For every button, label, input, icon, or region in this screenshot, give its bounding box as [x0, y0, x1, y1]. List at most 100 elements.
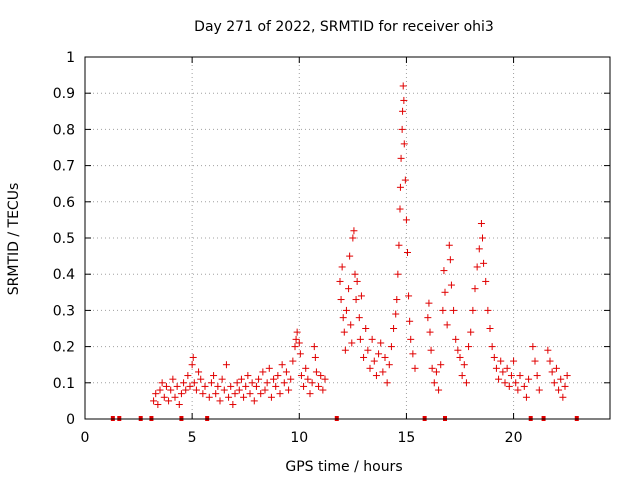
data-point — [240, 393, 248, 401]
data-point — [407, 335, 415, 343]
data-point — [355, 314, 363, 322]
data-point — [525, 375, 533, 383]
data-point — [377, 339, 385, 347]
data-point — [252, 382, 260, 390]
data-point — [315, 382, 323, 390]
data-point — [342, 306, 350, 314]
data-point — [360, 353, 368, 361]
data-point — [488, 343, 496, 351]
data-point — [454, 346, 462, 354]
data-point — [216, 397, 224, 405]
data-point — [460, 361, 468, 369]
data-point — [486, 325, 494, 332]
data-point — [392, 310, 400, 318]
data-point — [550, 379, 558, 387]
data-point — [293, 328, 301, 336]
data-point — [180, 379, 188, 387]
data-point — [401, 176, 409, 184]
data-point — [229, 401, 237, 409]
data-point — [499, 368, 507, 376]
data-point — [467, 328, 475, 336]
data-point — [347, 321, 355, 329]
data-point — [297, 372, 305, 380]
data-point — [201, 382, 209, 390]
data-point — [263, 379, 271, 387]
data-point — [192, 386, 200, 394]
data-point — [207, 379, 215, 387]
data-point — [445, 241, 453, 249]
data-point — [171, 393, 179, 401]
data-point — [385, 361, 393, 369]
y-tick-label: 0.7 — [53, 159, 75, 175]
data-point — [424, 314, 432, 322]
data-point — [214, 382, 222, 390]
data-point — [557, 375, 565, 383]
data-point — [278, 361, 286, 369]
data-point — [291, 343, 299, 351]
data-point — [559, 393, 567, 401]
data-point — [235, 386, 243, 394]
data-point — [250, 397, 258, 405]
data-point — [220, 386, 228, 394]
data-point — [447, 281, 455, 289]
data-point — [390, 325, 398, 332]
data-point — [212, 390, 220, 398]
data-point — [396, 183, 404, 191]
data-point — [529, 343, 537, 351]
data-point — [563, 372, 571, 380]
data-point — [364, 346, 372, 354]
x-tick-label: 15 — [398, 430, 416, 446]
data-point — [446, 256, 454, 264]
data-point — [158, 379, 166, 387]
data-point — [270, 375, 278, 383]
data-point — [404, 248, 411, 256]
data-point — [352, 296, 360, 304]
data-point — [402, 216, 410, 224]
y-tick-label: 0.1 — [53, 376, 75, 392]
y-tick-label: 0.4 — [53, 267, 75, 283]
data-point — [308, 379, 316, 387]
chart-title: Day 271 of 2022, SRMTID for receiver ohi… — [194, 19, 494, 35]
data-point — [397, 154, 405, 162]
data-point — [165, 397, 173, 405]
data-point — [173, 382, 181, 390]
data-point — [546, 357, 554, 365]
x-tick-label: 10 — [290, 430, 308, 446]
x-tick-label: 0 — [81, 430, 90, 446]
data-point — [398, 125, 406, 133]
data-point — [383, 379, 391, 387]
data-point — [218, 375, 226, 383]
data-point — [425, 299, 433, 307]
data-point — [458, 372, 466, 380]
data-point — [473, 263, 481, 271]
data-point — [396, 205, 404, 213]
data-point — [336, 277, 344, 285]
data-point — [205, 393, 213, 401]
data-point — [312, 368, 320, 376]
data-point — [405, 292, 413, 300]
data-point — [244, 372, 252, 380]
data-point — [456, 353, 464, 361]
data-point — [225, 393, 233, 401]
data-point — [475, 245, 483, 253]
data-point — [210, 372, 218, 380]
data-point — [304, 375, 312, 383]
data-point — [432, 368, 440, 376]
data-point — [287, 375, 295, 383]
data-point — [267, 393, 275, 401]
data-point — [443, 321, 451, 329]
data-point — [340, 328, 348, 336]
data-point — [501, 379, 509, 387]
data-point — [362, 325, 370, 332]
y-tick-label: 0.3 — [53, 303, 75, 319]
data-point — [548, 368, 556, 376]
data-point — [394, 270, 402, 278]
data-point — [280, 379, 288, 387]
data-point — [292, 335, 300, 343]
data-point — [222, 361, 230, 369]
data-point — [242, 382, 250, 390]
y-tick-label: 0.8 — [53, 122, 75, 138]
data-point — [535, 386, 543, 394]
data-point — [346, 252, 354, 260]
